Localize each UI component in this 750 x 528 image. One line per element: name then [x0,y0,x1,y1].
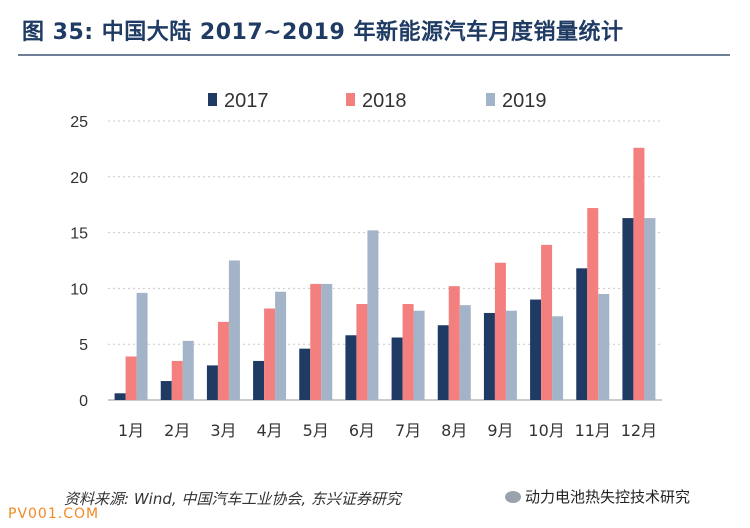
bar-2019-8 [459,305,471,400]
bar-2018-8 [448,286,460,400]
title-divider [18,54,730,56]
legend-label-2018: 2018 [362,90,407,112]
bar-2018-4 [264,308,276,400]
x-tick-label: 12月 [621,421,657,440]
bar-2017-12 [622,218,634,400]
bar-2019-6 [367,230,379,400]
bar-2017-1 [114,393,126,400]
legend-swatch-2019 [486,93,495,106]
bar-2017-10 [530,299,542,400]
bar-2018-12 [633,147,645,400]
bar-2018-7 [402,304,414,400]
bar-2018-6 [356,304,368,400]
bar-2017-11 [576,268,588,400]
legend-swatch-2017 [208,93,217,106]
bar-2019-10 [552,316,564,400]
bar-2019-5 [321,283,333,400]
bar-2018-9 [494,262,506,400]
bar-2017-5 [299,348,311,400]
bar-2019-9 [505,310,517,400]
bar-2019-3 [228,260,240,400]
legend-swatch-2018 [346,93,355,106]
bar-2018-3 [217,321,229,400]
corner-watermark: PV001.COM [8,506,100,522]
y-tick-label: 5 [79,337,88,354]
x-tick-label: 7月 [395,421,421,440]
wechat-icon [505,491,521,503]
bar-2018-2 [171,360,183,400]
chart: 0 5 10 15 20 25 1月 2月 3月 4月 5月 6月 7月 8月 9月 10月 11月 12月 201… [70,90,662,440]
x-tick-label: 2月 [164,421,190,440]
bar-2017-6 [345,335,357,400]
bar-2018-5 [310,283,322,400]
x-tick-label: 1月 [118,421,144,440]
watermark: 动力电池热失控技术研究 [505,486,690,507]
y-tick-label: 10 [70,281,88,298]
legend-label-2017: 2017 [224,90,269,112]
x-tick-label: 5月 [303,421,329,440]
y-tick-label: 25 [70,114,88,131]
x-tick-label: 11月 [575,421,611,440]
bar-2017-8 [437,325,449,400]
bar-2019-2 [182,340,194,400]
bar-2019-1 [136,292,148,400]
bar-2019-7 [413,310,425,400]
source-note: 资料来源: Wind, 中国汽车工业协会, 东兴证券研究 [64,490,401,508]
x-tick-label: 3月 [210,421,236,440]
bar-2018-1 [125,356,137,400]
legend-label-2019: 2019 [502,90,547,112]
bar-2017-7 [391,337,403,400]
x-tick-label: 4月 [256,421,282,440]
bar-2017-9 [483,312,495,400]
x-tick-label: 9月 [487,421,513,440]
y-tick-label: 0 [79,393,88,410]
watermark-text: 动力电池热失控技术研究 [525,488,691,506]
bar-2019-12 [644,218,656,400]
x-tick-label: 6月 [349,421,375,440]
bar-2018-11 [587,208,599,400]
page-title: 图 35: 中国大陆 2017~2019 年新能源汽车月度销量统计 [22,20,624,45]
bar-2019-4 [275,291,287,400]
y-tick-label: 15 [70,226,88,243]
bar-2017-2 [160,381,172,400]
bar-2019-11 [598,293,610,400]
bar-2017-4 [253,360,265,400]
bar-2017-3 [206,365,218,400]
x-tick-label: 8月 [441,421,467,440]
x-tick-label: 10月 [528,421,564,440]
bar-2018-10 [541,244,553,400]
y-tick-label: 20 [70,170,88,187]
